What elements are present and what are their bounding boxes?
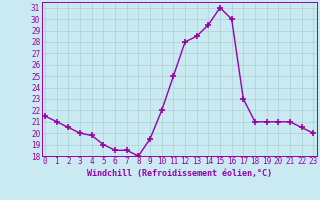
- X-axis label: Windchill (Refroidissement éolien,°C): Windchill (Refroidissement éolien,°C): [87, 169, 272, 178]
